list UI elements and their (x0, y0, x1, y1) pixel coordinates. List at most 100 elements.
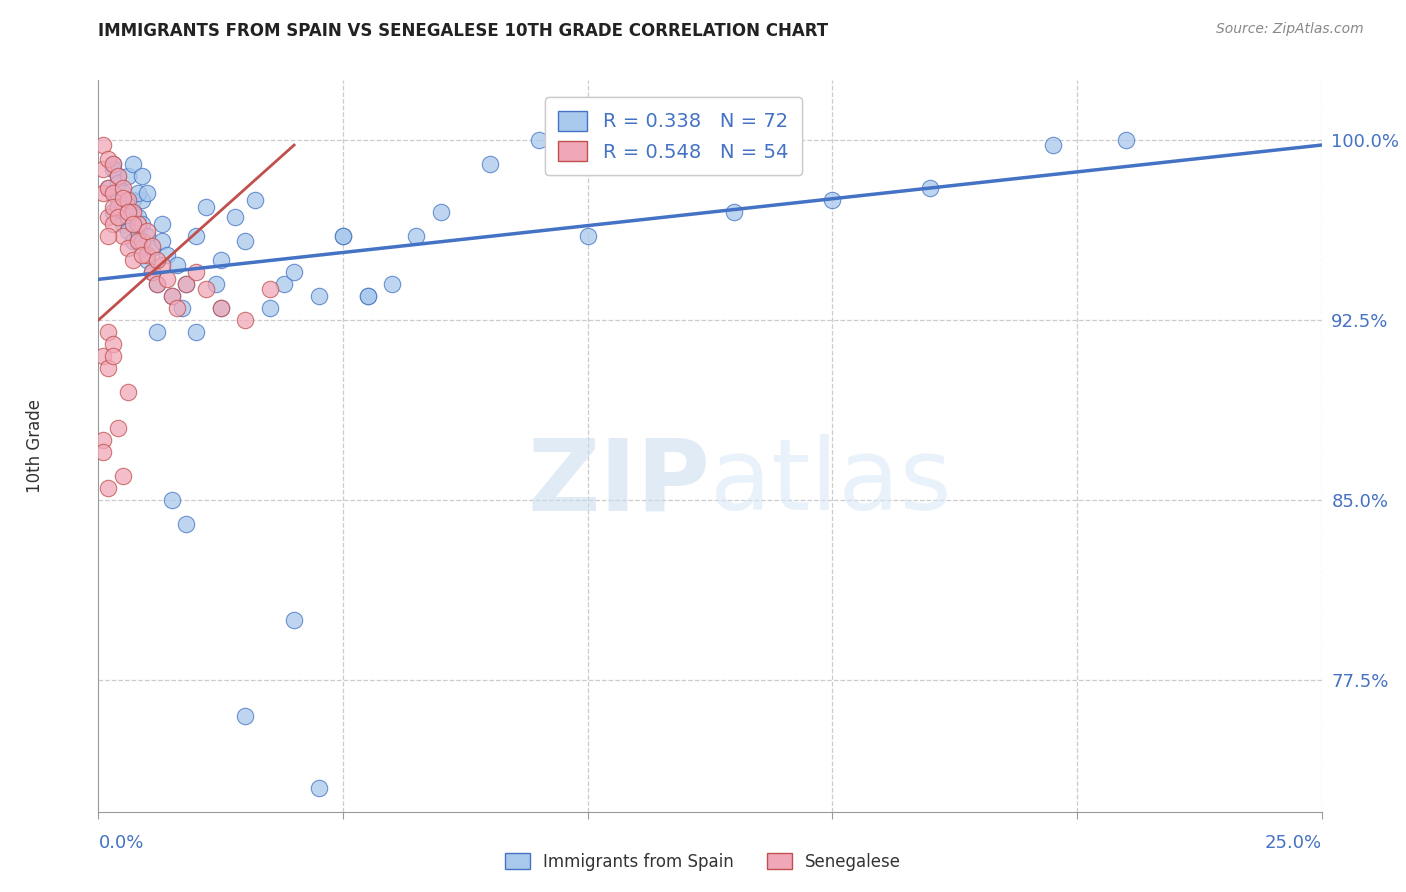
Point (117, 241, 139, 255)
Point (141, 239, 163, 253)
Point (136, 248, 159, 262)
Text: 0.0%: 0.0% (98, 834, 143, 852)
Point (166, 258, 188, 272)
Point (117, 385, 139, 400)
Point (176, 277, 198, 292)
Point (117, 193, 139, 207)
Point (107, 421, 129, 435)
Point (121, 205, 143, 219)
Point (131, 193, 153, 207)
Point (146, 325, 169, 339)
Point (127, 234, 149, 248)
Point (381, 277, 404, 292)
Point (150, 258, 173, 272)
Point (233, 234, 256, 248)
Point (141, 265, 163, 279)
Legend: Immigrants from Spain, Senegalese: Immigrants from Spain, Senegalese (496, 845, 910, 880)
Point (107, 210, 129, 224)
Point (97, 229, 120, 244)
Point (111, 229, 134, 244)
Point (170, 301, 193, 315)
Point (111, 191, 134, 205)
Text: 25.0%: 25.0% (1264, 834, 1322, 852)
Point (176, 277, 198, 292)
Point (430, 205, 453, 219)
Point (146, 253, 169, 268)
Point (136, 186, 159, 200)
Point (233, 708, 256, 723)
Point (224, 210, 246, 224)
Point (186, 325, 208, 339)
Point (478, 157, 501, 171)
Point (97, 361, 120, 376)
Point (332, 229, 354, 244)
Point (111, 181, 134, 195)
Point (146, 277, 169, 292)
Point (91, 433, 114, 447)
Point (141, 265, 163, 279)
Point (160, 289, 183, 303)
Point (101, 186, 124, 200)
Point (821, 193, 844, 207)
Point (136, 224, 159, 238)
Point (97, 325, 120, 339)
Legend: R = 0.338   N = 72, R = 0.548   N = 54: R = 0.338 N = 72, R = 0.548 N = 54 (544, 97, 801, 176)
Point (156, 272, 179, 286)
Point (97, 481, 120, 495)
Text: ZIP: ZIP (527, 434, 710, 531)
Point (1042, 138, 1064, 153)
Point (127, 229, 149, 244)
Text: atlas: atlas (710, 434, 952, 531)
Point (127, 217, 149, 231)
Point (136, 253, 159, 268)
Point (160, 492, 183, 507)
Point (101, 349, 124, 363)
Point (283, 613, 305, 627)
Point (121, 234, 143, 248)
Point (111, 217, 134, 231)
Point (101, 161, 124, 176)
Point (121, 253, 143, 268)
Point (160, 289, 183, 303)
Point (101, 157, 124, 171)
Point (111, 469, 134, 483)
Point (97, 181, 120, 195)
Point (97, 181, 120, 195)
Point (576, 229, 599, 244)
Point (107, 177, 129, 191)
Text: IMMIGRANTS FROM SPAIN VS SENEGALESE 10TH GRADE CORRELATION CHART: IMMIGRANTS FROM SPAIN VS SENEGALESE 10TH… (98, 22, 828, 40)
Point (117, 224, 139, 238)
Point (176, 516, 198, 531)
Point (527, 133, 550, 147)
Point (723, 205, 745, 219)
Point (97, 210, 120, 224)
Point (920, 181, 942, 195)
Point (186, 229, 208, 244)
Point (101, 200, 124, 214)
Point (259, 301, 281, 315)
Point (259, 282, 281, 296)
Point (136, 229, 159, 244)
Point (91, 349, 114, 363)
Point (308, 780, 330, 795)
Text: Source: ZipAtlas.com: Source: ZipAtlas.com (1216, 22, 1364, 37)
Point (308, 289, 330, 303)
Point (1115, 133, 1137, 147)
Point (131, 241, 153, 255)
Point (146, 277, 169, 292)
Text: 10th Grade: 10th Grade (27, 399, 44, 493)
Point (283, 265, 305, 279)
Point (209, 253, 232, 268)
Point (205, 277, 228, 292)
Point (356, 289, 378, 303)
Point (91, 161, 114, 176)
Point (127, 186, 149, 200)
Point (150, 234, 173, 248)
Point (91, 445, 114, 459)
Point (127, 210, 149, 224)
Point (405, 229, 427, 244)
Point (107, 169, 129, 184)
Point (131, 217, 153, 231)
Point (111, 186, 134, 200)
Point (131, 248, 153, 262)
